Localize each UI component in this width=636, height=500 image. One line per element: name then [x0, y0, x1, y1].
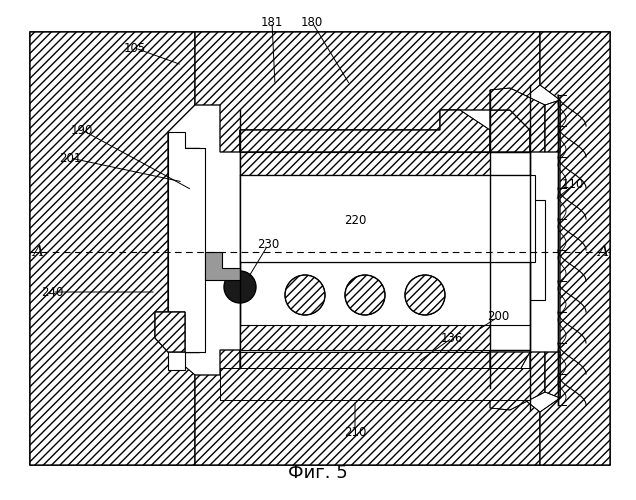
- Bar: [240, 175, 530, 262]
- Text: 110: 110: [562, 178, 584, 192]
- Polygon shape: [545, 100, 560, 152]
- Text: 105: 105: [124, 42, 146, 54]
- Text: A: A: [597, 245, 608, 259]
- Circle shape: [325, 180, 365, 220]
- Polygon shape: [240, 110, 490, 152]
- Text: 210: 210: [344, 426, 366, 438]
- Text: 220: 220: [344, 214, 366, 226]
- Text: Фиг. 5: Фиг. 5: [288, 464, 348, 482]
- Text: A: A: [32, 245, 43, 259]
- Bar: [199, 152, 205, 348]
- Polygon shape: [240, 350, 490, 370]
- Text: 180: 180: [301, 16, 323, 28]
- Circle shape: [405, 275, 445, 315]
- Circle shape: [345, 275, 385, 315]
- Polygon shape: [168, 132, 205, 370]
- Polygon shape: [240, 325, 490, 350]
- Polygon shape: [195, 350, 540, 465]
- Text: 230: 230: [257, 238, 279, 252]
- Text: 200: 200: [487, 310, 509, 324]
- Bar: [185, 148, 199, 352]
- Polygon shape: [490, 110, 530, 152]
- Text: 181: 181: [261, 16, 283, 28]
- Polygon shape: [240, 152, 490, 175]
- Circle shape: [285, 275, 325, 315]
- Polygon shape: [220, 368, 530, 400]
- Circle shape: [385, 180, 425, 220]
- Polygon shape: [155, 312, 185, 352]
- Circle shape: [265, 180, 305, 220]
- Polygon shape: [195, 32, 540, 152]
- Bar: [30, 32, 610, 465]
- Text: 201: 201: [59, 152, 81, 164]
- Bar: [178, 155, 186, 345]
- Polygon shape: [490, 352, 545, 410]
- Polygon shape: [240, 352, 490, 368]
- Polygon shape: [30, 32, 195, 465]
- Text: 190: 190: [71, 124, 93, 136]
- Text: 240: 240: [41, 286, 63, 298]
- Bar: [240, 175, 535, 262]
- Bar: [530, 200, 545, 300]
- Polygon shape: [205, 252, 240, 280]
- Text: 136: 136: [441, 332, 463, 344]
- Polygon shape: [490, 352, 530, 388]
- Bar: [240, 152, 530, 350]
- Polygon shape: [155, 312, 185, 352]
- Circle shape: [224, 271, 256, 303]
- Polygon shape: [545, 352, 560, 398]
- Polygon shape: [540, 32, 610, 465]
- Polygon shape: [490, 88, 545, 152]
